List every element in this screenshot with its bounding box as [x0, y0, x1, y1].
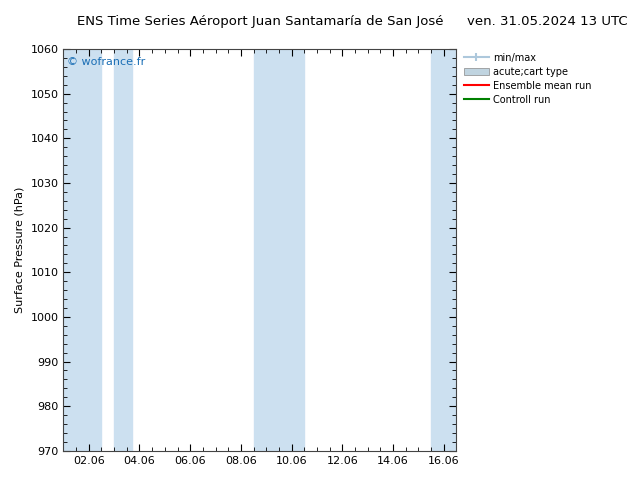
Bar — [254, 49, 304, 451]
Text: ven. 31.05.2024 13 UTC: ven. 31.05.2024 13 UTC — [467, 15, 628, 28]
Bar — [114, 49, 132, 451]
Bar — [431, 49, 456, 451]
Text: © wofrance.fr: © wofrance.fr — [67, 57, 146, 67]
Bar — [63, 49, 101, 451]
Text: ENS Time Series Aéroport Juan Santamaría de San José: ENS Time Series Aéroport Juan Santamaría… — [77, 15, 443, 28]
Y-axis label: Surface Pressure (hPa): Surface Pressure (hPa) — [15, 187, 25, 313]
Legend: min/max, acute;cart type, Ensemble mean run, Controll run: min/max, acute;cart type, Ensemble mean … — [460, 49, 596, 108]
